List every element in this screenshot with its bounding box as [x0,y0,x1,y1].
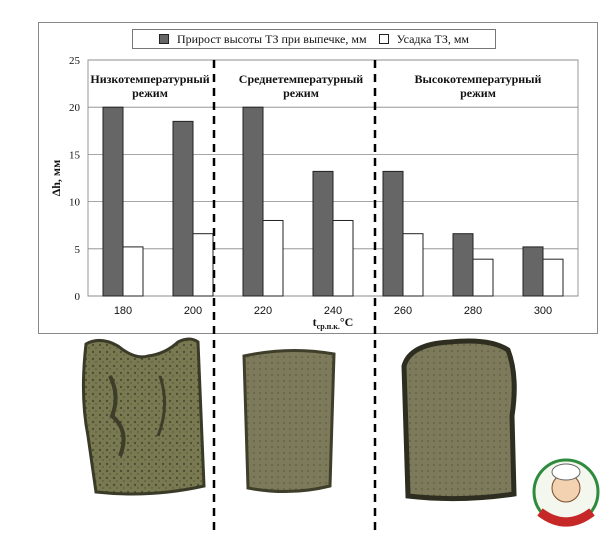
bread-photos [0,336,612,534]
bread-slice-mid [242,348,336,494]
y-tick-label: 0 [75,291,81,303]
x-tick-label: 300 [534,305,552,317]
bread-slice-low [81,337,206,496]
y-axis-label: Δh, мм [49,160,63,197]
watermark-logo [520,450,610,534]
region-label-low: Низкотемпературный режим [90,72,210,100]
bar-shrinkage [332,219,354,297]
y-tick-label: 20 [69,102,81,114]
bar-shrinkage [542,258,564,297]
y-tick-label: 10 [69,197,81,209]
bread-slice-high [401,338,517,502]
bar-shrinkage [192,233,214,297]
y-tick-label: 5 [75,244,81,256]
bar-shrinkage [402,233,424,297]
bar-growth [242,106,264,297]
x-axis-label: tср.п.к.°C [313,315,354,331]
region-label-mid: Среднетемпературный режим [238,72,364,100]
legend-label-growth: Прирост высоты ТЗ при выпечке, мм [176,31,367,46]
bar-chart: 0 5 10 15 20 25 180 200 220 240 260 280 300 Δh, мм tср… [49,55,579,331]
x-tick-label: 180 [114,305,132,317]
bar-growth [102,106,124,297]
bar-shrinkage [472,258,494,297]
legend-swatch-growth [158,34,169,44]
bar-growth [172,120,194,297]
legend-label-shrinkage: Усадка ТЗ, мм [396,31,470,46]
bar-shrinkage [122,246,144,297]
bar-shrinkage [262,219,284,297]
chart-legend: Прирост высоты ТЗ при выпечке, мм Усадка… [132,29,496,49]
y-tick-label: 15 [69,149,81,161]
x-tick-label: 260 [394,305,412,317]
x-tick-label: 220 [254,305,272,317]
region-label-high: Высокотемпературный режим [414,72,542,100]
x-tick-label: 240 [324,305,342,317]
y-tick-label: 25 [69,55,81,67]
legend-swatch-shrinkage [378,34,389,44]
x-tick-label: 200 [184,305,202,317]
x-tick-label: 280 [464,305,482,317]
